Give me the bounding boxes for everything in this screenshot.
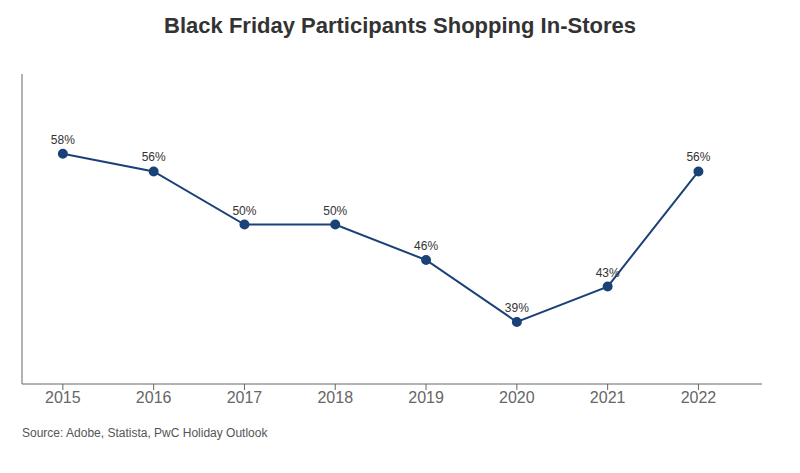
svg-text:50%: 50% [232,204,256,218]
svg-text:2019: 2019 [408,389,444,406]
svg-text:43%: 43% [596,266,620,280]
html-text:Source: Adobe, Statista, PwC H: Source: Adobe, Statista, PwC Holiday Out… [22,426,268,440]
svg-text:2016: 2016 [136,389,172,406]
svg-text:2018: 2018 [317,389,353,406]
svg-text:46%: 46% [414,239,438,253]
svg-text:2015: 2015 [45,389,81,406]
svg-text:56%: 56% [686,150,710,164]
svg-text:2017: 2017 [227,389,263,406]
svg-text:39%: 39% [505,301,529,315]
svg-text:56%: 56% [142,150,166,164]
svg-text:2022: 2022 [681,389,717,406]
svg-text:50%: 50% [323,204,347,218]
svg-text:2021: 2021 [590,389,626,406]
svg-text:58%: 58% [51,133,75,147]
svg-text:2020: 2020 [499,389,535,406]
html-text:Black Friday Participants Shop: Black Friday Participants Shopping In-St… [164,13,636,38]
